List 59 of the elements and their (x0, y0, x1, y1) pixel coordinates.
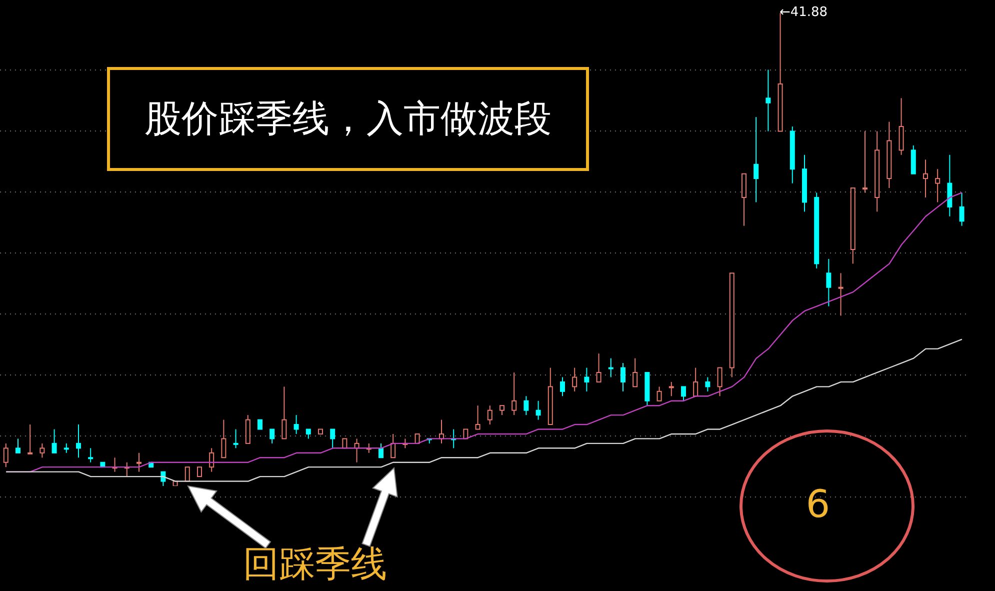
candlestick (898, 98, 904, 156)
candlestick (233, 428, 238, 449)
candlestick (270, 428, 275, 444)
candlestick (209, 448, 214, 472)
candlestick (620, 362, 626, 392)
candlestick (935, 168, 940, 203)
candlestick (693, 367, 698, 397)
candlestick (40, 442, 45, 458)
candlestick (754, 116, 759, 203)
candlestick (922, 159, 928, 198)
candlestick (196, 466, 202, 478)
candlestick (378, 442, 384, 458)
candlestick (947, 154, 952, 217)
candlestick (536, 400, 541, 420)
candlestick (3, 442, 8, 468)
candlestick (160, 471, 166, 486)
candlestick (52, 428, 57, 454)
candlestick (76, 424, 81, 458)
candlestick (766, 69, 771, 132)
candlestick (136, 452, 142, 472)
candlestick (838, 272, 844, 316)
candlestick (656, 386, 662, 402)
candlestick (499, 405, 504, 416)
candlestick (282, 386, 287, 440)
candlestick (826, 258, 832, 307)
candlestick (245, 414, 250, 444)
candlestick (294, 414, 299, 434)
candlestick (330, 428, 336, 449)
candlestick (741, 173, 746, 226)
candlestick (257, 419, 262, 430)
candlestick (475, 405, 480, 430)
text: 回踩季线 (243, 543, 387, 587)
candlestick (524, 396, 529, 416)
candlestick (680, 386, 686, 402)
text: 股价踩季线，入市做波段 (107, 67, 589, 171)
candlestick (560, 376, 565, 397)
candlestick (596, 353, 602, 382)
candlestick (390, 433, 396, 458)
candlestick (306, 428, 311, 440)
annotation: ←41.88 (779, 5, 828, 20)
candlestick (862, 130, 868, 194)
candlestick (584, 367, 590, 392)
candlestick (717, 367, 722, 397)
candlestick (705, 376, 710, 392)
annotation: 6 (804, 482, 832, 526)
candlestick (959, 192, 964, 226)
candlestick (487, 405, 492, 426)
candlestick (512, 372, 517, 416)
candlestick (28, 424, 33, 454)
candlestick (221, 419, 226, 458)
candlestick (88, 448, 94, 463)
candlestick (632, 358, 638, 388)
candlestick (668, 381, 674, 397)
candlestick (64, 442, 69, 454)
candlestick (572, 367, 578, 392)
candlestick (910, 144, 916, 174)
candlestick (15, 438, 20, 454)
candlestick (184, 466, 190, 482)
candlestick (608, 358, 614, 378)
